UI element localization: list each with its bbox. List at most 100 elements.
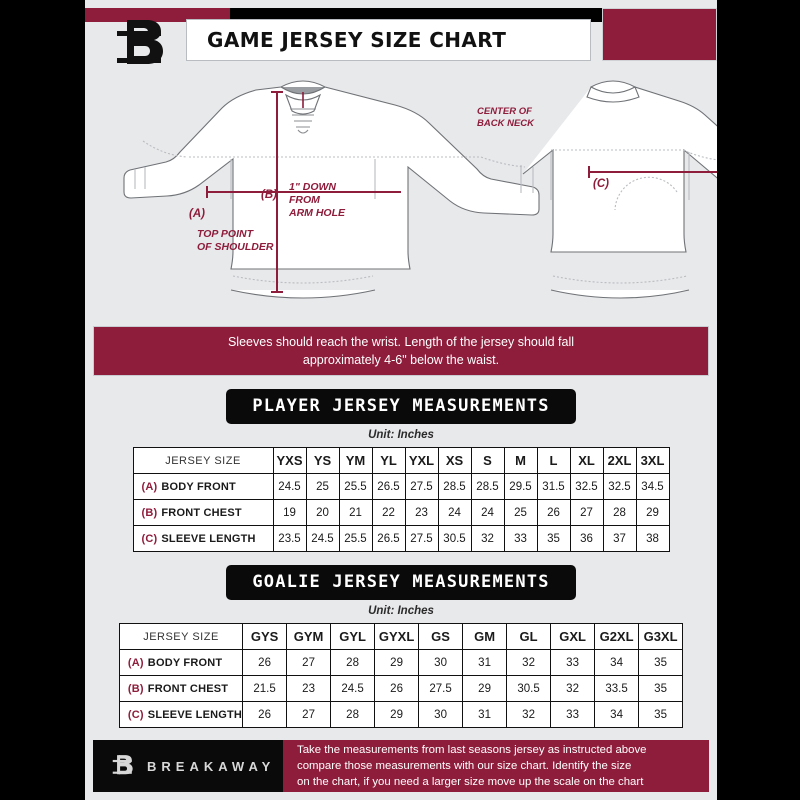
- goalie-section-header: GOALIE JERSEY MEASUREMENTS: [85, 565, 717, 600]
- measurement-cell: 35: [536, 525, 571, 552]
- measurement-cell: 31: [462, 701, 508, 728]
- size-header-gyl: GYL: [330, 623, 376, 650]
- table-row: (A) BODY FRONT 24.5 25 25.5 26.5 27.5 28.5 28.5 2…: [132, 473, 670, 500]
- size-header-3xl: 3XL: [635, 447, 670, 474]
- measurement-cell: 30: [418, 649, 464, 676]
- measurement-cell: 29: [374, 649, 420, 676]
- row-label: (A) BODY FRONT: [118, 649, 244, 676]
- table-row: (B) FRONT CHEST 21.5 23 24.5 26 27.5 29 30.5 32 33…: [118, 675, 684, 702]
- footer-line3: on the chart, if you need a larger size …: [297, 776, 644, 789]
- size-header-gym: GYM: [286, 623, 332, 650]
- measurement-cell: 24.5: [272, 473, 307, 500]
- measurement-cell: 27: [569, 499, 604, 526]
- page-title: GAME JERSEY SIZE CHART: [207, 28, 507, 52]
- front-label-a-tag: (A): [189, 208, 205, 220]
- back-jersey-illustration: [522, 80, 717, 299]
- size-header-yxs: YXS: [272, 447, 307, 474]
- measurement-cell: 30: [418, 701, 464, 728]
- player-unit-label: Unit: Inches: [368, 429, 434, 441]
- front-label-b-line1: 1" DOWN: [289, 181, 336, 193]
- measurement-cell: 26.5: [371, 473, 406, 500]
- size-header-g3xl: G3XL: [638, 623, 684, 650]
- measurement-cell: 23: [404, 499, 439, 526]
- jersey-size-header: JERSEY SIZE: [118, 623, 244, 650]
- row-label: (A) BODY FRONT: [132, 473, 274, 500]
- size-header-ys: YS: [305, 447, 340, 474]
- size-header-yxl: YXL: [404, 447, 439, 474]
- measurement-cell: 28: [602, 499, 637, 526]
- size-header-xs: XS: [437, 447, 472, 474]
- front-label-a-line1: TOP POINT: [197, 228, 255, 240]
- measurement-cell: 32: [470, 525, 505, 552]
- back-label-c-tag: (C): [593, 178, 609, 190]
- player-section-header: PLAYER JERSEY MEASUREMENTS: [85, 389, 717, 424]
- measurement-cell: 33.5: [594, 675, 640, 702]
- row-tag: (C): [127, 708, 144, 721]
- table-row: (C) SLEEVE LENGTH 26 27 28 29 30 31 32 33 34 35: [118, 701, 684, 728]
- measurement-lines: [206, 91, 717, 293]
- row-tag: (B): [127, 682, 144, 695]
- size-header-m: M: [503, 447, 538, 474]
- measurement-cell: 24.5: [330, 675, 376, 702]
- measurement-cell: 26: [536, 499, 571, 526]
- player-measurements-table: JERSEY SIZE YXS YS YM YL YXL XS S M L XL 2XL 3XL (A) B…: [132, 447, 670, 552]
- table-row: (B) FRONT CHEST 19 20 21 22 23 24 24 25 26 27 28 29: [132, 499, 670, 526]
- row-tag: (B): [141, 506, 158, 519]
- size-header-gxl: GXL: [550, 623, 596, 650]
- measurement-cell: 35: [638, 649, 684, 676]
- measurement-cell: 34: [594, 649, 640, 676]
- row-label: (C) SLEEVE LENGTH: [118, 701, 244, 728]
- size-header-ym: YM: [338, 447, 373, 474]
- player-section-title: PLAYER JERSEY MEASUREMENTS: [226, 389, 576, 424]
- measurement-cell: 26.5: [371, 525, 406, 552]
- size-header-gl: GL: [506, 623, 552, 650]
- row-label: (B) FRONT CHEST: [132, 499, 274, 526]
- footer-line2: compare those measurements with our size…: [297, 759, 632, 772]
- size-header-gyxl: GYXL: [374, 623, 420, 650]
- measurement-cell: 29: [374, 701, 420, 728]
- front-label-b-line2: FROM: [289, 194, 320, 206]
- measurement-cell: 35: [638, 701, 684, 728]
- measurement-cell: 27: [286, 701, 332, 728]
- measurement-cell: 29.5: [503, 473, 538, 500]
- measurement-cell: 25.5: [338, 473, 373, 500]
- measurement-cell: 32: [506, 649, 552, 676]
- size-chart-sheet: GAME JERSEY SIZE CHART: [85, 0, 717, 800]
- fit-note-line2: approximately 4-6" below the waist.: [302, 353, 500, 367]
- page-title-box: GAME JERSEY SIZE CHART: [186, 19, 591, 61]
- front-label-b-line3: ARM HOLE: [288, 207, 346, 219]
- front-jersey-illustration: [123, 80, 540, 299]
- measurement-cell: 27: [286, 649, 332, 676]
- measurement-cell: 28.5: [470, 473, 505, 500]
- measurement-cell: 21: [338, 499, 373, 526]
- goalie-section-title: GOALIE JERSEY MEASUREMENTS: [226, 565, 576, 600]
- measurement-cell: 32.5: [569, 473, 604, 500]
- table-header-row: JERSEY SIZE YXS YS YM YL YXL XS S M L XL 2XL 3XL: [132, 447, 670, 474]
- row-label: (C) SLEEVE LENGTH: [132, 525, 274, 552]
- measurement-cell: 26: [242, 701, 288, 728]
- footer-brand-name: BREAKAWAY: [147, 758, 276, 774]
- measurement-cell: 23: [286, 675, 332, 702]
- measurement-cell: 25.5: [338, 525, 373, 552]
- measurement-cell: 28: [330, 649, 376, 676]
- measurement-cell: 28: [330, 701, 376, 728]
- table-row: (A) BODY FRONT 26 27 28 29 30 31 32 33 34 35: [118, 649, 684, 676]
- header-accent-right: [602, 8, 717, 61]
- measurement-cell: 20: [305, 499, 340, 526]
- measurement-cell: 25: [305, 473, 340, 500]
- fit-note-line1: Sleeves should reach the wrist. Length o…: [227, 334, 575, 349]
- measurement-cell: 32.5: [602, 473, 637, 500]
- row-tag: (A): [127, 656, 144, 669]
- header-accent-left: [85, 8, 230, 22]
- measurement-cell: 19: [272, 499, 307, 526]
- table-row: (C) SLEEVE LENGTH 23.5 24.5 25.5 26.5 27.5 30.5…: [132, 525, 670, 552]
- front-label-a-line2: OF SHOULDER: [197, 241, 274, 253]
- size-header-gm: GM: [462, 623, 508, 650]
- size-header-s: S: [470, 447, 505, 474]
- size-header-2xl: 2XL: [602, 447, 637, 474]
- breakaway-b-logo-icon: [112, 755, 133, 775]
- fit-note-banner: Sleeves should reach the wrist. Length o…: [93, 326, 709, 376]
- header-black-bar: [230, 8, 717, 22]
- goalie-measurements-table: JERSEY SIZE GYS GYM GYL GYXL GS GM GL GXL G2XL G3X…: [118, 623, 684, 728]
- measurement-cell: 37: [602, 525, 637, 552]
